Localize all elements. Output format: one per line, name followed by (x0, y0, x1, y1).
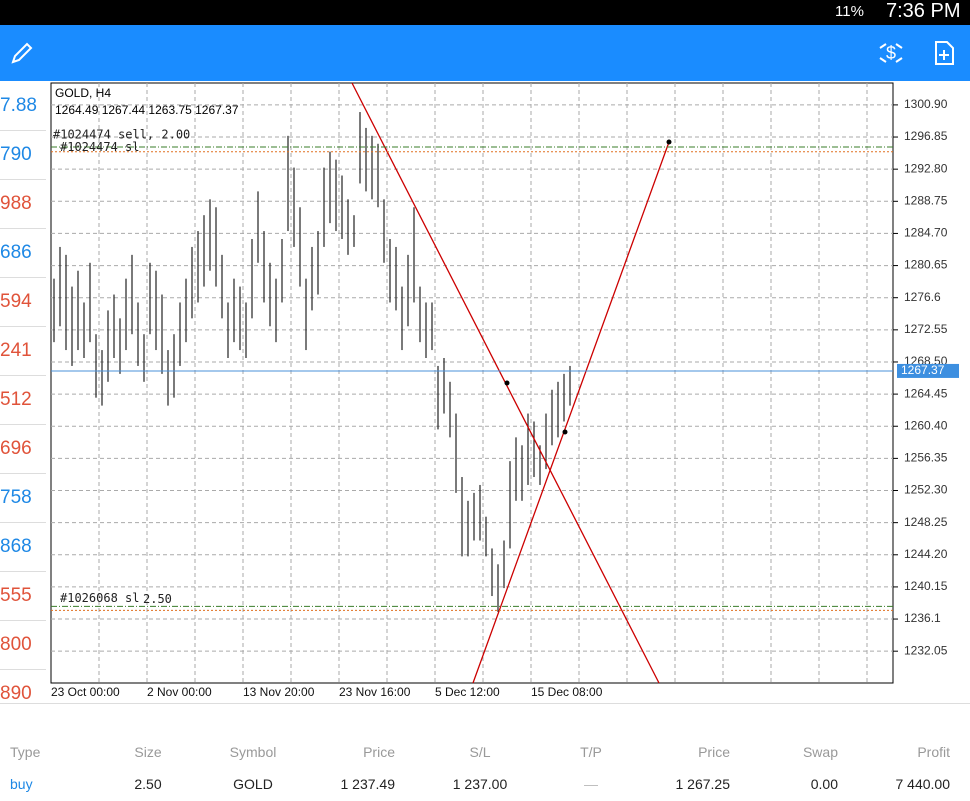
toolbar: $ (0, 25, 970, 81)
y-tick-label: 1240.15 (904, 579, 948, 593)
x-tick-label: 13 Nov 20:00 (243, 685, 315, 699)
side-price: 555 (0, 571, 46, 621)
side-price: 800 (0, 620, 46, 670)
side-price: 241 (0, 326, 46, 376)
table-cell: buy (10, 776, 33, 792)
y-tick-label: 1280.65 (904, 258, 948, 272)
y-tick-label: 1260.40 (904, 418, 948, 432)
table-cell: 2.50 (134, 776, 162, 792)
edit-button[interactable] (8, 39, 36, 67)
ohlc-label: 1264.49 1267.44 1263.75 1267.37 (55, 103, 239, 117)
new-order-button[interactable] (930, 39, 958, 67)
table-cell: 7 440.00 (895, 776, 951, 792)
symbol-label: GOLD, H4 (55, 86, 111, 100)
table-cell: GOLD (233, 776, 273, 792)
column-header: Price (363, 744, 395, 760)
table-cell: — (584, 776, 598, 792)
y-tick-label: 1264.45 (904, 386, 948, 400)
y-tick-label: 1232.05 (904, 643, 948, 657)
y-tick-label: 1236.1 (904, 611, 941, 625)
anchor-dot (562, 429, 568, 435)
column-header: Swap (802, 744, 838, 760)
table-cell: 1 267.25 (675, 776, 731, 792)
chart: 1300.90 1296.85 1292.80 1288.75 1284.70 1280.… (50, 82, 959, 699)
side-price: 7.88 (0, 81, 46, 131)
table-cell: 1 237.00 (452, 776, 508, 792)
y-tick-label: 1248.25 (904, 515, 948, 529)
side-price: 868 (0, 522, 46, 572)
column-header: Type (10, 744, 41, 760)
column-header: T/P (580, 744, 602, 760)
side-price: 696 (0, 424, 46, 474)
table-cell: 0.00 (810, 776, 838, 792)
anchor-dot (504, 380, 510, 386)
order-label: #1024474 sl (60, 140, 139, 154)
column-header: Price (698, 744, 730, 760)
side-price: 988 (0, 179, 46, 229)
x-tick-label: 2 Nov 00:00 (147, 685, 212, 699)
column-header: Symbol (229, 744, 277, 760)
order-label: #1026068 sl (60, 591, 139, 605)
status-bar: 11% 7:36 PM (0, 0, 970, 25)
side-price: 790 (0, 130, 46, 180)
y-tick-label: 1272.55 (904, 322, 948, 336)
trend-line (472, 141, 670, 684)
table-cell: 1 237.49 (340, 776, 396, 792)
side-price: 594 (0, 277, 46, 327)
plot-area (50, 82, 894, 684)
side-price: 686 (0, 228, 46, 278)
svg-text:$: $ (886, 43, 896, 63)
side-list: 7.88 790 988 686 594 241 512 696 758 868 555 800 890 (0, 81, 50, 719)
y-tick-label: 1276.6 (904, 290, 941, 304)
trade-button[interactable]: $ (876, 39, 906, 67)
battery: 11% (835, 3, 864, 20)
x-tick-label: 23 Nov 16:00 (339, 685, 411, 699)
y-tick-label: 1292.80 (904, 161, 948, 175)
y-tick-label: 1296.85 (904, 129, 948, 143)
side-price: 512 (0, 375, 46, 425)
x-tick-label: 15 Dec 08:00 (531, 685, 603, 699)
clock: 7:36 PM (886, 0, 961, 22)
y-tick-label: 1244.20 (904, 547, 948, 561)
side-price: 758 (0, 473, 46, 523)
column-header: Size (134, 744, 162, 760)
anchor-dot (666, 139, 672, 145)
orders-table: Type Size Symbol Price S/L T/P Price Swap Profit… (0, 703, 970, 801)
y-tick-label: 1256.35 (904, 451, 948, 465)
column-header: S/L (469, 744, 491, 760)
order-label: 2.50 (143, 592, 172, 606)
y-tick-label: 1288.75 (904, 193, 948, 207)
x-tick-label: 5 Dec 12:00 (435, 685, 500, 699)
current-price-box (897, 363, 959, 378)
y-tick-label: 1300.90 (904, 97, 948, 111)
column-header: Profit (917, 744, 950, 760)
y-tick-label: 1252.30 (904, 483, 948, 497)
order-label: #1024474 sell, 2.00 (53, 127, 190, 141)
y-tick-label: 1284.70 (904, 226, 948, 240)
current-price-label: 1267.37 (901, 363, 945, 377)
x-tick-label: 23 Oct 00:00 (51, 685, 120, 699)
